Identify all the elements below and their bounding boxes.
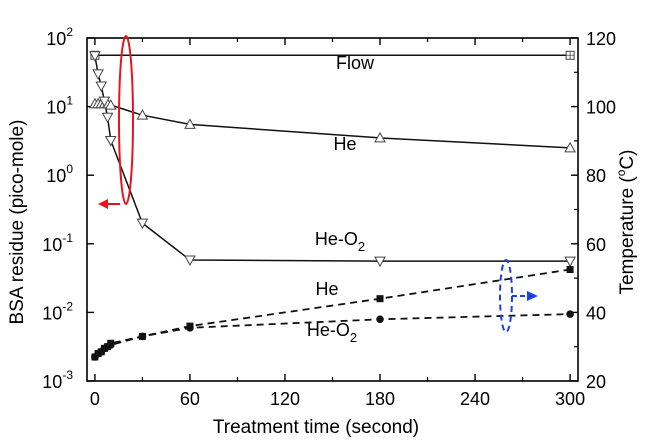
y-left-tick-base: 10 [46, 166, 66, 186]
series-label-subscript: 2 [358, 239, 365, 254]
y-left-tick-label: 10-1 [42, 231, 73, 255]
x-tick-label: 60 [180, 389, 200, 409]
series-marker-circle [186, 324, 194, 332]
y-right-tick-label: 80 [586, 166, 606, 186]
y-left-tick-label: 10-2 [42, 299, 73, 323]
axis-ticks [87, 37, 578, 382]
y-left-tick-base: 10 [46, 29, 66, 49]
series-marker-triangle-up [374, 131, 386, 143]
y-right-tick-label: 40 [586, 303, 606, 323]
series-marker-triangle-down [374, 256, 386, 268]
y-left-tick-exponent: 2 [66, 25, 73, 39]
series-label-0: Flow [336, 53, 375, 73]
y-right-tick-label: 20 [586, 372, 606, 392]
series-marker-triangle-up [184, 118, 196, 129]
y-left-tick-base: 10 [42, 235, 62, 255]
y-left-tick-label: 101 [46, 94, 73, 118]
series-marker-plus [566, 51, 575, 60]
x-axis-title: Treatment time (second) [213, 417, 419, 438]
series-marker-triangle-down [136, 218, 149, 230]
x-tick-label: 180 [365, 389, 395, 409]
series-markers [89, 50, 576, 361]
series-label-3: He [315, 279, 338, 299]
x-tick-label: 300 [555, 389, 585, 409]
series-label-4: He-O2 [307, 320, 357, 345]
left-axis-ellipse [118, 35, 134, 205]
y-left-tick-exponent: 1 [66, 94, 73, 108]
series-marker-triangle-down [95, 81, 108, 92]
series-marker-circle [566, 310, 574, 318]
y-right-tick-label: 120 [586, 29, 616, 49]
series-marker-triangle-up [136, 109, 149, 120]
y-left-tick-base: 10 [42, 303, 62, 323]
y-left-tick-exponent: -2 [62, 299, 73, 313]
y-left-tick-exponent: 0 [66, 162, 73, 176]
series-label-main: He-O [307, 320, 350, 340]
left-axis-arrow-head [98, 199, 108, 209]
y-left-tick-label: 102 [46, 25, 73, 49]
y-right-axis-title-sup: o [614, 169, 628, 176]
series-label-main: He [315, 279, 338, 299]
y-right-axis-title-tail: C) [617, 149, 638, 169]
x-tick-label: 240 [460, 389, 490, 409]
series-line-2 [94, 55, 571, 262]
annotations [98, 35, 538, 333]
y-right-axis-title: Temperature (oC) [614, 149, 638, 294]
y-left-tick-exponent: -3 [62, 368, 73, 382]
series-label-main: He [333, 134, 356, 154]
series-label-main: He-O [315, 229, 358, 249]
series-marker-circle [106, 341, 115, 349]
series-marker-triangle-down [564, 256, 576, 268]
y-left-tick-base: 10 [46, 98, 66, 118]
y-left-tick-exponent: -1 [62, 231, 73, 245]
y-right-axis-title-text: Temperature ( [617, 176, 638, 295]
series-marker-triangle-down [101, 112, 114, 124]
x-tick-label: 0 [90, 389, 100, 409]
y-right-tick-label: 60 [586, 235, 606, 255]
series-marker-triangle-down [104, 136, 117, 147]
series-marker-square [376, 295, 384, 303]
series-label-main: Flow [336, 53, 375, 73]
y-right-tick-label: 100 [586, 98, 616, 118]
series-marker-circle [376, 315, 384, 324]
series-marker-square [566, 266, 574, 274]
y-left-tick-label: 100 [46, 162, 73, 186]
series-marker-circle [138, 332, 147, 341]
series-lines [94, 54, 571, 358]
right-axis-ellipse [499, 259, 513, 333]
series-marker-triangle-down [89, 51, 101, 62]
series-marker-triangle-down [98, 96, 111, 108]
series-marker-triangle-down [92, 69, 104, 80]
series-label-2: He-O2 [315, 229, 365, 254]
series-label-1: He [333, 134, 356, 154]
y-left-tick-base: 10 [42, 372, 62, 392]
x-tick-label: 120 [270, 389, 300, 409]
y-left-tick-label: 10-3 [42, 368, 73, 392]
y-left-axis-title: BSA residue (pico-mole) [7, 120, 28, 325]
series-marker-triangle-down [184, 255, 196, 267]
series-label-subscript: 2 [350, 330, 357, 345]
series-marker-triangle-up [564, 141, 576, 153]
right-axis-arrow-head [527, 291, 538, 301]
series-marker-triangle-up [104, 99, 117, 110]
